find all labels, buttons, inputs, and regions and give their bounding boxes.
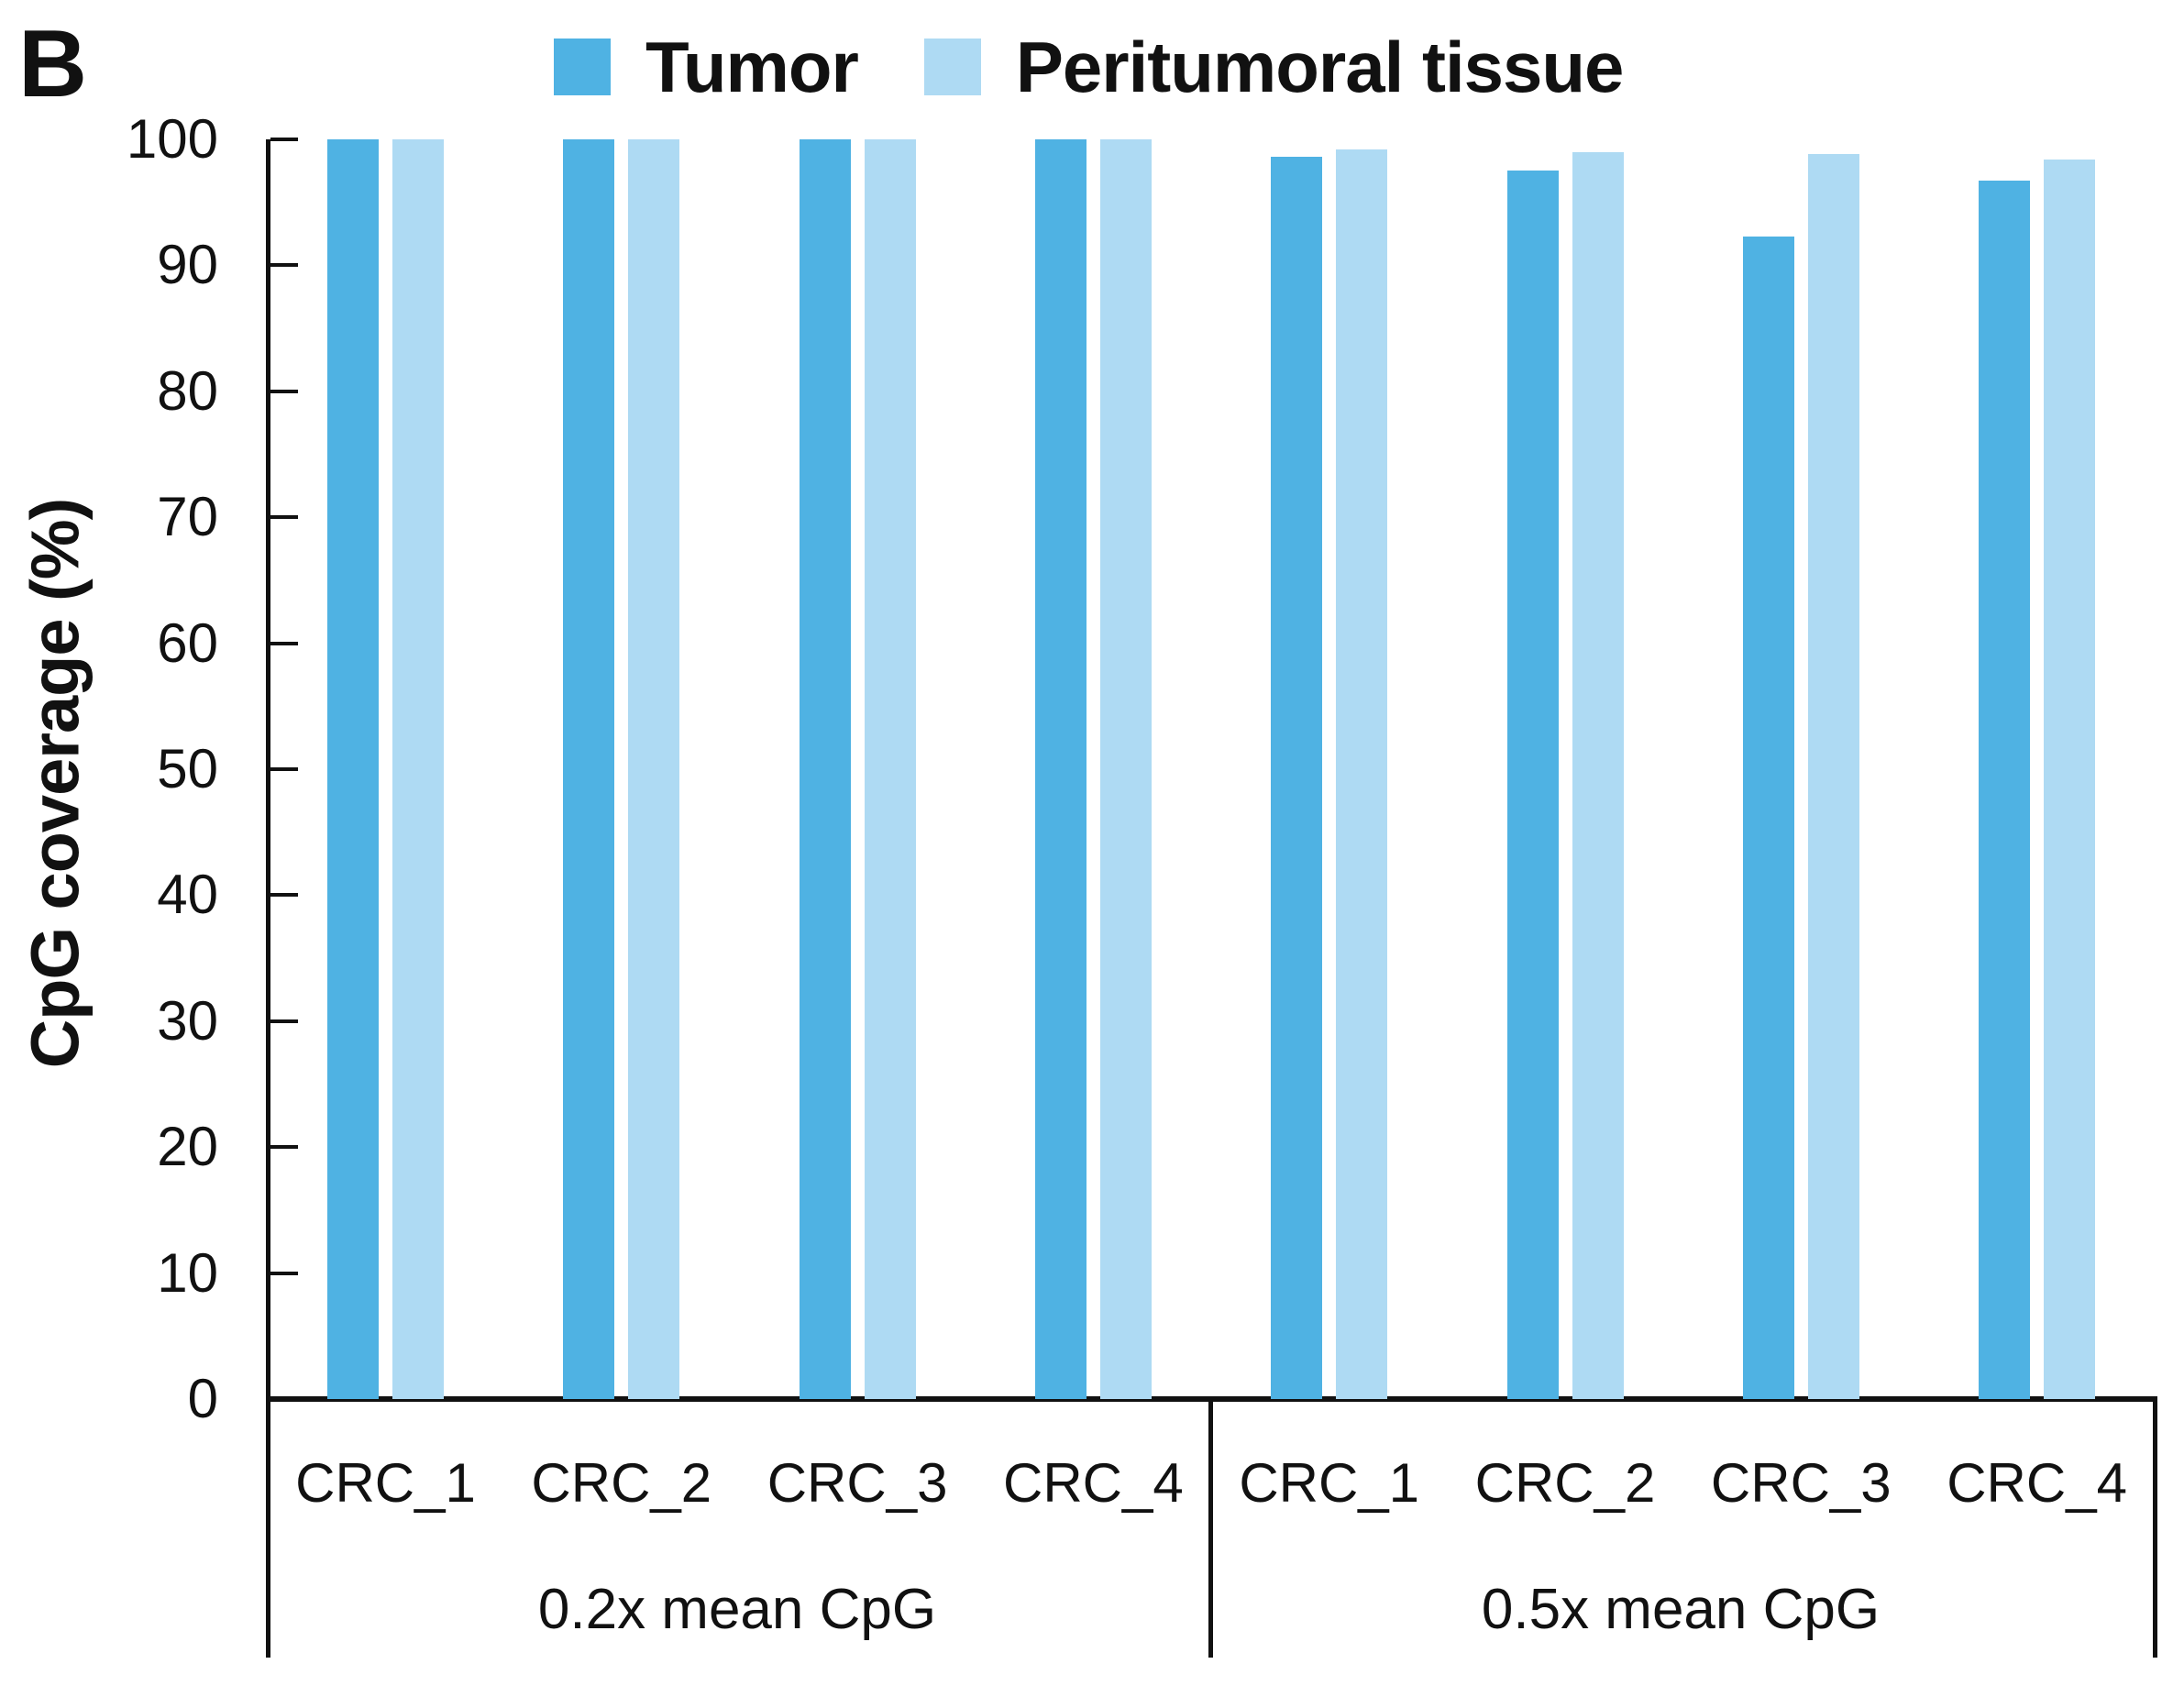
y-tick-label: 10 bbox=[157, 1241, 218, 1304]
peritumoral-swatch-icon bbox=[923, 39, 981, 95]
x-category-label: CRC_1 bbox=[1239, 1452, 1420, 1514]
x-group-label: 0.2x mean CpG bbox=[537, 1578, 937, 1641]
y-tick-mark bbox=[270, 767, 298, 771]
legend-item-tumor: Tumor bbox=[554, 27, 859, 107]
bar-tumor-0.2x-CRC_3 bbox=[799, 139, 851, 1399]
y-tick-mark bbox=[270, 263, 298, 268]
bar-tumor-0.2x-CRC_2 bbox=[563, 139, 615, 1399]
tumor-swatch-icon bbox=[554, 39, 611, 95]
x-category-label: CRC_3 bbox=[767, 1452, 948, 1514]
y-tick-mark bbox=[270, 389, 298, 393]
bar-peritumoral-0.5x-CRC_2 bbox=[1572, 151, 1624, 1399]
bar-peritumoral-0.2x-CRC_2 bbox=[628, 139, 680, 1399]
x-category-label: CRC_2 bbox=[531, 1452, 712, 1514]
y-tick-label: 50 bbox=[157, 738, 218, 799]
y-tick-label: 70 bbox=[157, 486, 218, 548]
bar-tumor-0.5x-CRC_3 bbox=[1742, 236, 1794, 1399]
x-category-label: CRC_3 bbox=[1710, 1452, 1892, 1514]
y-tick-mark bbox=[270, 1019, 298, 1023]
y-tick-mark bbox=[270, 515, 298, 520]
y-tick-mark bbox=[270, 641, 298, 645]
x-category-label: CRC_1 bbox=[295, 1452, 476, 1514]
bar-tumor-0.2x-CRC_4 bbox=[1034, 139, 1086, 1399]
y-tick-label: 100 bbox=[126, 108, 218, 170]
y-tick-label: 30 bbox=[157, 989, 218, 1052]
bar-tumor-0.2x-CRC_1 bbox=[327, 139, 379, 1399]
legend-label-peritumoral: Peritumoral tissue bbox=[1015, 27, 1625, 107]
y-tick-label: 90 bbox=[157, 234, 218, 296]
y-axis-line bbox=[266, 139, 270, 1658]
y-tick-label: 0 bbox=[187, 1368, 218, 1429]
y-tick-label: 60 bbox=[157, 612, 218, 674]
legend-label-tumor: Tumor bbox=[645, 27, 859, 107]
y-tick-label: 20 bbox=[157, 1116, 218, 1178]
y-tick-mark bbox=[270, 1271, 298, 1275]
x-group-label: 0.5x mean CpG bbox=[1481, 1578, 1881, 1641]
x-category-label: CRC_4 bbox=[1003, 1452, 1184, 1514]
bar-tumor-0.5x-CRC_4 bbox=[1979, 181, 2031, 1399]
group-divider-line bbox=[1208, 1399, 1213, 1658]
legend: Tumor Peritumoral tissue bbox=[554, 27, 1625, 107]
x-category-label: CRC_4 bbox=[1947, 1452, 2127, 1514]
bar-peritumoral-0.2x-CRC_3 bbox=[864, 139, 916, 1399]
table-right-border bbox=[2153, 1399, 2157, 1658]
bar-tumor-0.5x-CRC_1 bbox=[1271, 157, 1323, 1399]
y-tick-label: 80 bbox=[157, 359, 218, 422]
bar-tumor-0.5x-CRC_2 bbox=[1506, 171, 1559, 1399]
x-category-label: CRC_2 bbox=[1474, 1452, 1656, 1514]
y-tick-mark bbox=[270, 893, 298, 898]
panel-letter: B bbox=[18, 11, 87, 117]
y-tick-label: 40 bbox=[157, 864, 218, 926]
y-tick-mark bbox=[270, 1145, 298, 1150]
legend-item-peritumoral: Peritumoral tissue bbox=[923, 27, 1625, 107]
bar-peritumoral-0.5x-CRC_3 bbox=[1807, 154, 1859, 1399]
bar-peritumoral-0.5x-CRC_1 bbox=[1336, 149, 1388, 1399]
bar-peritumoral-0.5x-CRC_4 bbox=[2044, 159, 2096, 1399]
bar-peritumoral-0.2x-CRC_4 bbox=[1099, 139, 1152, 1399]
y-tick-mark bbox=[270, 138, 298, 141]
bar-peritumoral-0.2x-CRC_1 bbox=[392, 139, 444, 1399]
